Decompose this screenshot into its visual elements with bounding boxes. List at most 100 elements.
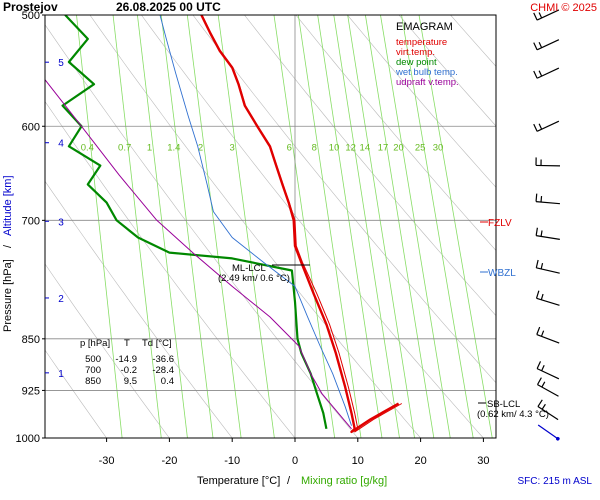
pressure-tick-label: 850: [22, 334, 40, 346]
dry-adiabat: [45, 349, 107, 438]
table-cell: -36.6: [152, 354, 174, 365]
mixing-ratio-label: 6: [287, 142, 292, 153]
wind-barb: [536, 377, 559, 397]
mixing-ratio-label: 20: [393, 142, 404, 153]
mixing-ratio-line: [347, 15, 415, 438]
mixing-ratio-line: [186, 15, 242, 438]
wind-barb: [536, 326, 560, 344]
wind-barb: [533, 9, 560, 21]
mixing-ratio-label: 8: [312, 142, 317, 153]
table-cell: 700: [85, 365, 101, 376]
altitude-tick-label: 2: [58, 294, 64, 305]
credit-text: CHMI © 2025: [530, 2, 597, 14]
plot-frame: [44, 14, 497, 439]
wind-barb: [535, 290, 560, 306]
wind-barb: [535, 259, 560, 274]
dry-adiabat: [45, 180, 233, 438]
altitude-tick-label: 1: [58, 369, 64, 380]
mixing-ratio-label: 14: [360, 142, 371, 153]
mixing-ratio-line: [333, 15, 400, 438]
dry-adiabat: [347, 15, 496, 188]
wind-barbs: [533, 9, 561, 441]
wind-barb-feather: [538, 70, 543, 77]
dry-adiabat: [89, 15, 421, 438]
mixing-ratio-line: [401, 15, 474, 438]
table-cell: 9.5: [124, 376, 137, 387]
mixing-ratio-line: [217, 15, 275, 438]
wind-barb: [536, 361, 560, 380]
temperature-tick-label: -10: [224, 455, 240, 467]
wind-barb-feather: [540, 230, 543, 237]
altitude-tick-label: 4: [58, 139, 64, 150]
wind-barb: [535, 227, 560, 240]
pressure-tick-label: 700: [22, 215, 40, 227]
ml-lcl-value: (2.49 km/ 0.6 °C): [218, 273, 290, 284]
sb-lcl-value: (0.62 km/ 4.3 °C): [477, 409, 549, 420]
wind-barb-shaft: [536, 368, 560, 380]
dry-adiabat: [192, 15, 496, 384]
wbzl-label: WBZL: [488, 268, 516, 279]
mixing-ratio-label: 1: [147, 142, 152, 153]
legend-title: EMAGRAM: [396, 21, 453, 33]
temperature-tick-label: 10: [352, 455, 364, 467]
temperature-tick-label: 0: [292, 455, 298, 467]
pressure-tick-label: 925: [22, 385, 40, 397]
mixing-ratio-line: [76, 15, 123, 438]
wind-barb-feather: [540, 293, 544, 300]
y-axis-label-pressure: Pressure [hPa]: [2, 259, 14, 332]
wind-barb-feather: [540, 262, 544, 270]
wind-barb-shaft: [537, 384, 559, 397]
legend-item-updraft: udpraft v.temp.: [396, 77, 459, 88]
mixing-ratio-line: [273, 15, 336, 438]
wind-barb: [537, 399, 559, 421]
grid-layer: 0.4 0.7 1 1.4 2 3 6 8 10 12 14 17 20 25 30: [45, 15, 496, 438]
wind-barb-shaft: [536, 267, 560, 274]
wind-barb: [535, 157, 561, 167]
temperature-tick-label: -20: [161, 455, 177, 467]
table-cell: -14.9: [115, 354, 137, 365]
mixing-ratio-label: 30: [433, 142, 444, 153]
mixing-ratio-label: 3: [230, 142, 235, 153]
table-cell: -0.2: [121, 365, 137, 376]
pressure-tick-label: 600: [22, 121, 40, 133]
mixing-ratio-line: [112, 15, 162, 438]
x-axis-label-mix: Mixing ratio [g/kg]: [301, 475, 387, 487]
series-line-wet-bulb-temp: [159, 15, 352, 426]
series-line-dew-point: [61, 15, 328, 430]
altitude-tick-label: 3: [58, 217, 64, 228]
wind-barb-shaft: [536, 235, 560, 240]
wind-barb-feather: [541, 365, 545, 371]
dry-adiabat: [450, 15, 496, 67]
mixing-ratio-line: [380, 15, 451, 438]
wind-barb-feather: [540, 196, 543, 203]
sounding-table: p [hPa] T Td [°C] 500 -14.9 -36.6 700 -0…: [80, 338, 174, 387]
wind-barb-feather: [538, 123, 543, 130]
table-cell: -28.4: [152, 365, 174, 376]
mixing-ratio-label: 17: [378, 142, 389, 153]
table-header-t: T: [124, 338, 130, 349]
ml-lcl-label: ML-LCL: [232, 263, 266, 274]
table-header-td: Td [°C]: [142, 338, 172, 349]
wind-barb: [535, 193, 561, 205]
wind-barb-feather: [533, 123, 538, 132]
mixing-ratio-line: [297, 15, 362, 438]
wind-barb-feather: [536, 326, 541, 335]
series-line-virt-temp: [201, 15, 403, 433]
datetime-title: 26.08.2025 00 UTC: [116, 0, 221, 14]
dry-adiabat: [244, 15, 496, 317]
wind-barb-feather: [535, 193, 538, 202]
wind-barb: [533, 39, 560, 51]
table-header-p: p [hPa]: [80, 338, 110, 349]
wind-barb-head: [556, 436, 560, 441]
legend-item-wet-bulb: wet bulb temp.: [395, 67, 458, 78]
wind-barb-shaft: [536, 67, 560, 79]
x-axis-label-temp: Temperature [°C]: [197, 475, 280, 487]
legend-item-temperature: temperature: [396, 37, 447, 48]
fzlv-label: FZLV: [488, 218, 512, 229]
wind-barb-feather: [538, 42, 543, 48]
wind-barb-feather: [541, 381, 546, 388]
dry-adiabat: [45, 101, 296, 438]
mixing-ratio-label: 10: [329, 142, 340, 153]
wind-barb-shaft: [537, 424, 559, 440]
